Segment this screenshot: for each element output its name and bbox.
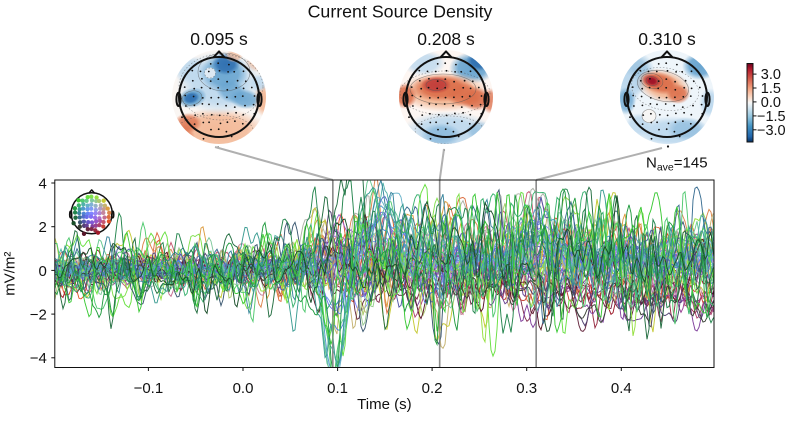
svg-text:Nave=145: Nave=145 xyxy=(646,155,708,174)
svg-text:−2: −2 xyxy=(30,307,47,324)
svg-text:−1.5: −1.5 xyxy=(757,109,786,125)
svg-text:Current Source Density: Current Source Density xyxy=(308,2,493,22)
svg-text:−3.0: −3.0 xyxy=(757,123,786,139)
svg-text:3.0: 3.0 xyxy=(761,67,781,83)
svg-text:4: 4 xyxy=(38,175,46,192)
svg-text:−4: −4 xyxy=(30,350,47,367)
svg-text:2: 2 xyxy=(38,219,46,236)
svg-text:0.2: 0.2 xyxy=(422,380,443,397)
svg-text:0.3: 0.3 xyxy=(516,380,537,397)
svg-text:0.1: 0.1 xyxy=(327,380,348,397)
svg-text:0.095 s: 0.095 s xyxy=(190,29,248,49)
svg-text:0.208 s: 0.208 s xyxy=(417,29,475,49)
svg-text:0.0: 0.0 xyxy=(233,380,254,397)
svg-text:0.310 s: 0.310 s xyxy=(638,29,696,49)
svg-text:−0.1: −0.1 xyxy=(134,380,164,397)
svg-text:1.5: 1.5 xyxy=(761,81,781,97)
svg-text:Time (s): Time (s) xyxy=(357,396,411,413)
svg-text:0.4: 0.4 xyxy=(611,380,632,397)
svg-text:mV/m²: mV/m² xyxy=(2,252,19,296)
svg-text:0.0: 0.0 xyxy=(761,95,781,111)
svg-text:0: 0 xyxy=(38,263,46,280)
